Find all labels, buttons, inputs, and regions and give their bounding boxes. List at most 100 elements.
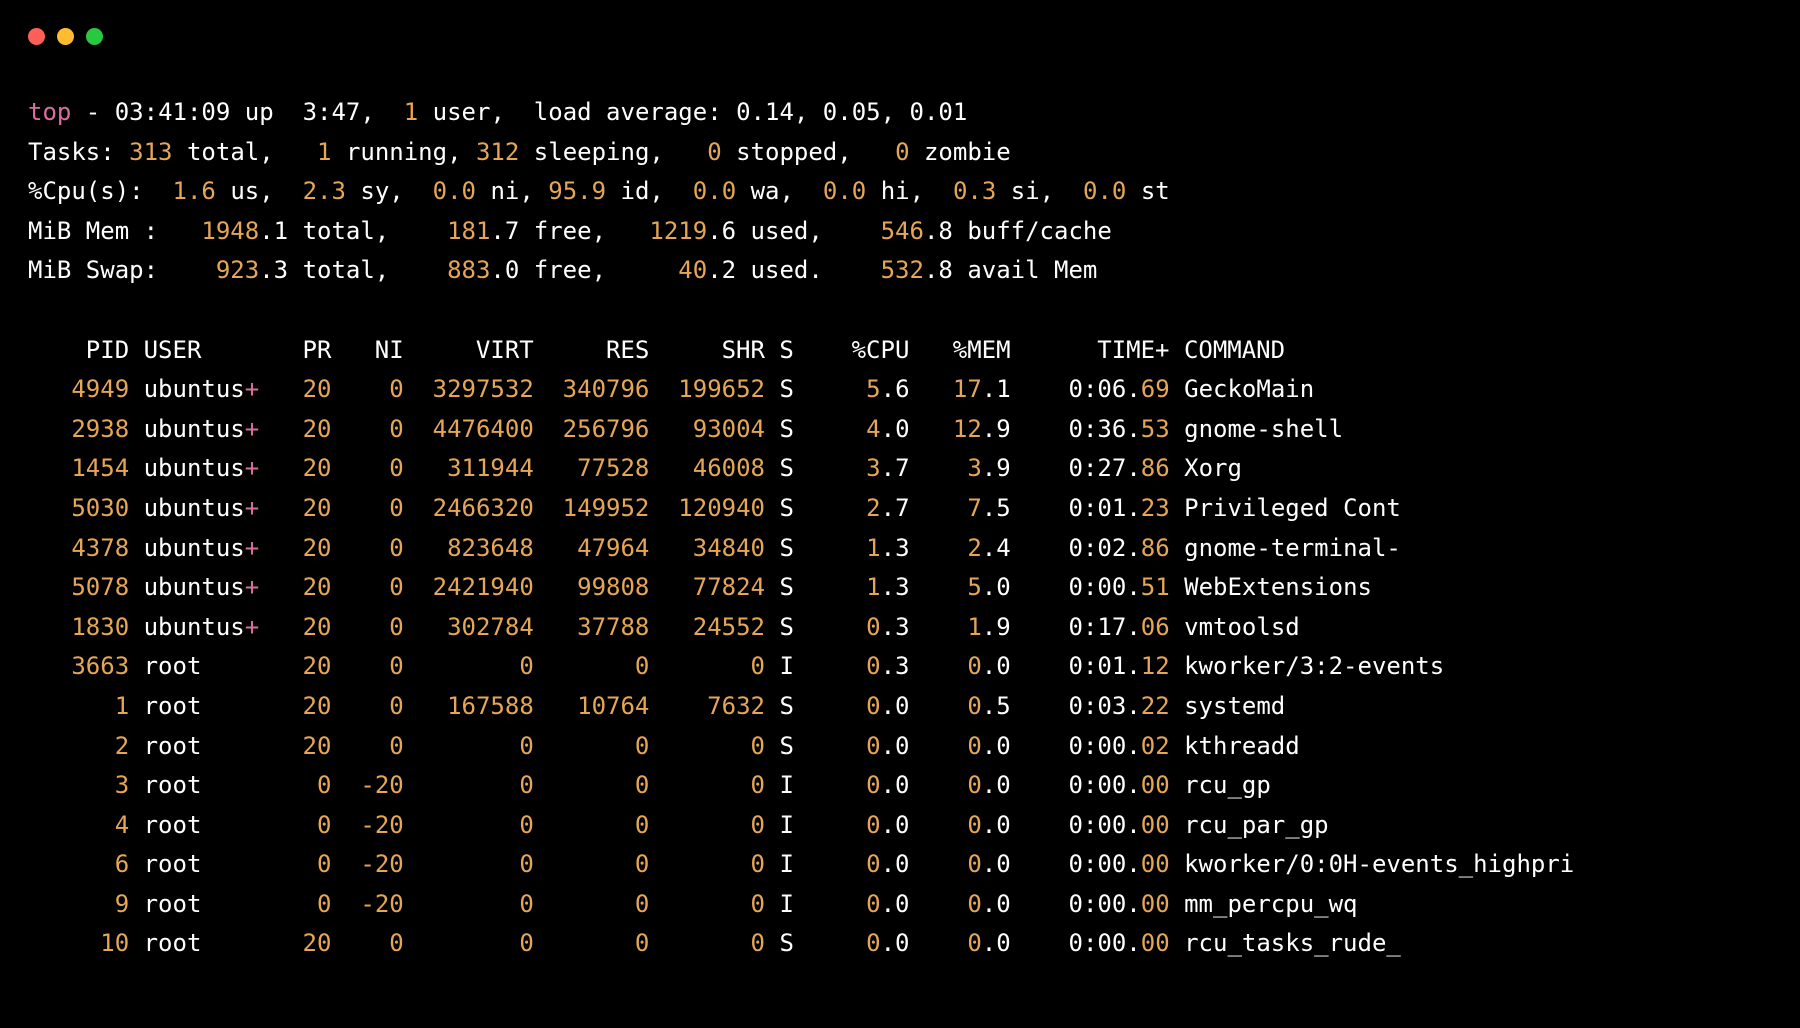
col-mem: 0 [967,652,981,680]
col-ni: 0 [346,454,404,482]
col-time: 0:00. [1069,573,1141,601]
col-shr: 0 [664,850,765,878]
summary-line-swap: MiB Swap: 923.3 total, 883.0 free, 40.2 … [28,251,1772,291]
col-ni: 0 [346,494,404,522]
close-icon[interactable] [28,28,45,45]
col-command: Xorg [1184,454,1242,482]
col-cpu: 0 [866,929,880,957]
col-res: 99808 [548,573,649,601]
user-count: 1 [404,98,418,126]
col-command: rcu_tasks_rude_ [1184,929,1401,957]
col-user: ubuntus [144,573,245,601]
col-pid: 4949 [28,375,129,403]
col-state: S [779,573,808,601]
col-res: 10764 [548,692,649,720]
col-cpu: 0 [866,890,880,918]
col-time: 0:00. [1069,811,1141,839]
col-state: S [779,613,808,641]
col-user: root [144,732,202,760]
col-res: 0 [548,811,649,839]
minimize-icon[interactable] [57,28,74,45]
col-time: 0:00. [1069,929,1141,957]
col-virt: 0 [418,771,534,799]
process-row: 1454 ubuntus+ 20 0 311944 77528 46008 S … [28,449,1772,489]
col-shr: 0 [664,771,765,799]
col-cpu: 1 [866,534,880,562]
col-cpu: 0 [866,613,880,641]
user-truncation-plus-icon: + [245,573,259,601]
col-mem: 1 [967,613,981,641]
col-virt: 2421940 [418,573,534,601]
col-pr: 20 [288,573,331,601]
user-truncation-plus-icon: + [245,454,259,482]
summary-line-cpu: %Cpu(s): 1.6 us, 2.3 sy, 0.0 ni, 95.9 id… [28,172,1772,212]
summary-line-tasks: Tasks: 313 total, 1 running, 312 sleepin… [28,133,1772,173]
col-shr: 77824 [664,573,765,601]
col-mem: 12 [953,415,982,443]
col-state: I [779,811,808,839]
col-shr: 46008 [664,454,765,482]
col-command: rcu_par_gp [1184,811,1329,839]
col-time: 0:17. [1069,613,1141,641]
col-res: 149952 [548,494,649,522]
col-shr: 93004 [664,415,765,443]
col-mem: 3 [967,454,981,482]
process-row: 4949 ubuntus+ 20 0 3297532 340796 199652… [28,370,1772,410]
col-virt: 311944 [418,454,534,482]
col-user: ubuntus [144,375,245,403]
col-time: 0:00. [1069,732,1141,760]
col-user: root [144,771,202,799]
col-ni: 0 [346,929,404,957]
col-shr: 0 [664,811,765,839]
col-state: I [779,652,808,680]
col-shr: 0 [664,732,765,760]
col-time: 0:36. [1069,415,1141,443]
process-list: 4949 ubuntus+ 20 0 3297532 340796 199652… [28,370,1772,964]
col-res: 340796 [548,375,649,403]
col-pid: 5078 [28,573,129,601]
col-time: 0:00. [1069,771,1141,799]
col-time: 0:00. [1069,890,1141,918]
process-row: 9 root 0 -20 0 0 0 I 0.0 0.0 0:00.00 mm_… [28,885,1772,925]
process-header-row: PID USER PR NI VIRT RES SHR S %CPU %MEM … [28,331,1772,371]
col-command: GeckoMain [1184,375,1314,403]
col-pr: 20 [288,494,331,522]
col-virt: 3297532 [418,375,534,403]
col-pr: 0 [288,850,331,878]
process-row: 1830 ubuntus+ 20 0 302784 37788 24552 S … [28,608,1772,648]
col-user: root [144,692,202,720]
col-pr: 20 [288,375,331,403]
loadavg-1: 0.14 [736,98,794,126]
col-mem: 7 [967,494,981,522]
col-virt: 0 [418,811,534,839]
col-virt: 0 [418,890,534,918]
window-controls [28,28,1772,45]
col-mem: 0 [967,929,981,957]
col-pid: 2 [28,732,129,760]
col-res: 0 [548,850,649,878]
col-time: 0:01. [1069,652,1141,680]
clock-time: 03:41:09 [115,98,231,126]
col-pid: 9 [28,890,129,918]
col-time: 0:00. [1069,850,1141,878]
col-mem: 0 [967,692,981,720]
col-ni: -20 [346,771,404,799]
col-state: S [779,494,808,522]
maximize-icon[interactable] [86,28,103,45]
col-res: 0 [548,929,649,957]
col-pr: 20 [288,732,331,760]
col-command: gnome-shell [1184,415,1343,443]
col-command: WebExtensions [1184,573,1372,601]
col-state: S [779,692,808,720]
col-shr: 34840 [664,534,765,562]
col-mem: 17 [953,375,982,403]
loadavg-15: 0.01 [910,98,968,126]
col-res: 0 [548,890,649,918]
col-command: gnome-terminal- [1184,534,1401,562]
process-row: 1 root 20 0 167588 10764 7632 S 0.0 0.5 … [28,687,1772,727]
col-state: S [779,929,808,957]
col-user: root [144,850,202,878]
col-user: root [144,929,202,957]
col-user: root [144,652,202,680]
col-res: 0 [548,771,649,799]
